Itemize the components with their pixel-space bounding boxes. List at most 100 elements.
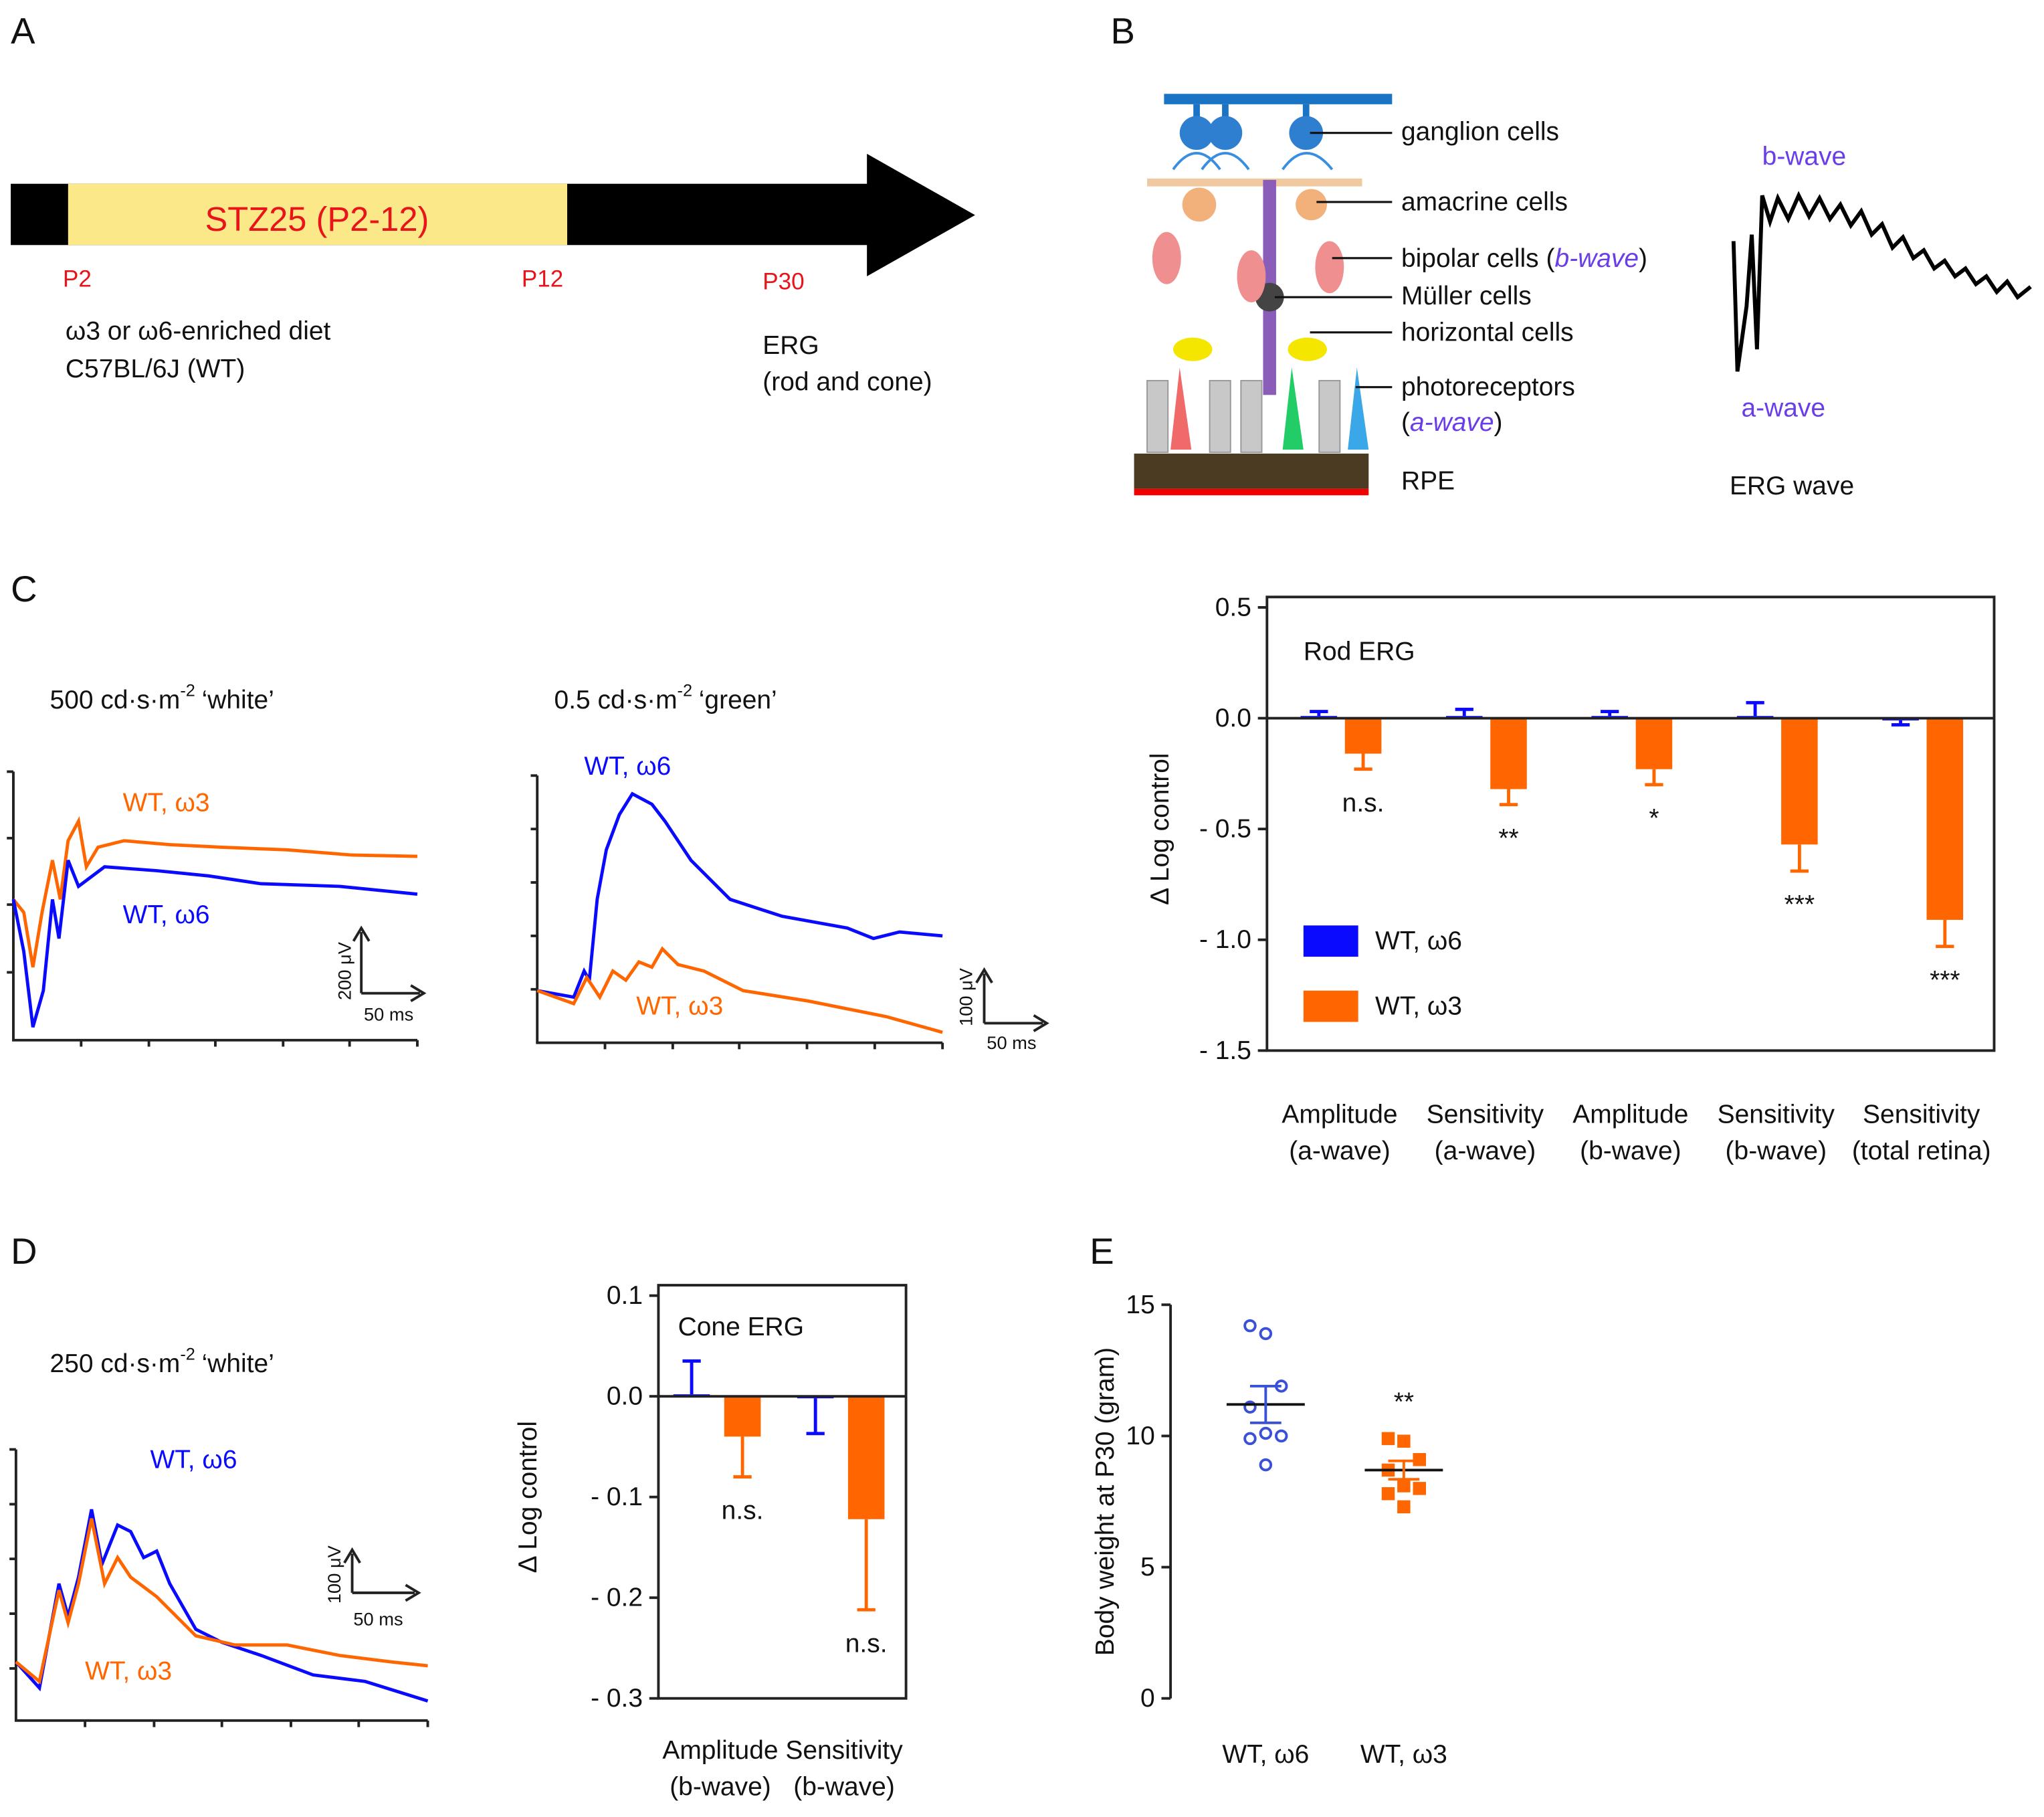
erg-note: (rod and cone) [762,367,932,396]
y-tick-label: - 1.5 [1199,1036,1251,1065]
point [1397,1500,1411,1514]
bar [1926,718,1964,920]
y-tick-label: - 0.1 [591,1483,643,1511]
trace-axes [530,774,944,1050]
cell-label: amacrine cells [1401,187,1568,216]
x-tick-label: Amplitude [1572,1100,1688,1129]
ganglion-cell [1208,116,1243,151]
ganglion-cell [1179,116,1214,151]
y-tick-label: - 0.2 [591,1584,643,1612]
y-tick-label: 0.1 [607,1281,643,1310]
legend-label: WT, ω6 [1375,927,1462,955]
age-marker: P2 [63,266,92,292]
arrow-head [867,153,975,277]
error-bar [1455,707,1473,716]
error-bar [857,1519,876,1612]
bar [1781,718,1818,845]
y-tick-label: 15 [1126,1290,1154,1319]
x-tick-label: (b-wave) [1726,1137,1827,1165]
erg-wave [1731,191,2032,372]
error-bar [1746,700,1764,716]
x-tick-label: Sensitivity [1427,1100,1544,1129]
x-tick-label: Amplitude [662,1736,778,1765]
diet-note: C57BL/6J (WT) [66,355,245,383]
point [1381,1432,1395,1446]
plot-frame [657,1284,908,1700]
point [1243,1432,1257,1446]
trace-axes [9,1448,429,1727]
error-bar [1354,753,1372,771]
error-bar [1645,769,1663,787]
red-cone [1170,367,1192,450]
bar [847,1396,885,1519]
trace-panel: 0.5 cd·s·m-2 ‘green’ WT, ω6 WT, ω3 100 μV… [530,682,1049,1053]
horizontal-cell [1288,337,1327,361]
wave-label: a-wave [1741,393,1825,422]
x-tick-label: Sensitivity [1718,1100,1835,1129]
error-bar [733,1436,752,1479]
bar [1344,718,1382,754]
trace-label: WT, ω6 [150,1446,237,1474]
y-tick-label: - 0.3 [591,1684,643,1713]
point [1274,1429,1288,1443]
y-tick-label: 0.0 [1215,704,1251,733]
cell-label: RPE [1401,466,1455,495]
leader-lines [1274,132,1393,389]
error-bar [1936,919,1954,949]
y-tick-label: - 0.5 [1199,815,1251,844]
dendrite [1172,152,1334,171]
stimulus-label: 500 cd·s·m-2 ‘white’ [50,682,274,714]
y-tick-label: - 1.0 [1199,925,1251,954]
error-bar [682,1359,701,1395]
bipolar-cell [1152,231,1181,284]
panel-letter: C [11,569,37,609]
error-bar [1601,710,1619,716]
x-tick-label: (a-wave) [1435,1137,1536,1165]
x-tick-label: Sensitivity [1863,1100,1980,1129]
y-tick-label: 5 [1140,1553,1155,1582]
y-tick-label: 0.0 [607,1382,643,1411]
cell-label: horizontal cells [1401,318,1574,347]
bipolar-cell [1237,250,1266,303]
treatment-label: STZ25 (P2-12) [205,200,429,238]
axon [1193,104,1310,120]
point [1243,1319,1257,1333]
wave-label: b-wave [1762,142,1847,171]
panel-letter: A [11,11,35,52]
cell-label: bipolar cells (b-wave) [1401,244,1647,272]
plot-frame [1265,595,1996,1052]
significance: ** [1498,824,1518,853]
bruch-line [1134,488,1369,496]
trace-panel: 250 cd·s·m-2 ‘white’ WT, ω6 WT, ω3 100 μV… [9,1345,429,1727]
scale-bar [352,925,427,1003]
trace-label: WT, ω3 [85,1656,172,1685]
scale-label: 50 ms [987,1032,1036,1053]
wave-caption: ERG wave [1730,472,1854,500]
x-tick-label: (b-wave) [1580,1137,1681,1165]
timeline: STZ25 (P2-12) P2 P12 P30 ω3 or ω6-enrich… [11,153,975,396]
cell-label: ganglion cells [1401,117,1559,146]
sem-bar [1388,1459,1420,1481]
error-bar [1499,789,1518,807]
error-bar [1310,710,1328,716]
scale-bar [975,967,1049,1032]
scale-bar [343,1547,421,1602]
trace-w6 [15,1509,429,1703]
blue-cone [1348,367,1369,450]
age-marker: P30 [762,268,804,294]
amacrine-cell [1182,187,1217,222]
y-tick-label: 10 [1126,1422,1154,1450]
stimulus-label: 250 cd·s·m-2 ‘white’ [50,1345,274,1377]
trace-w6 [11,860,418,1028]
error-bar [806,1398,825,1436]
x-tick-label: Amplitude [1282,1100,1397,1129]
treatment-window [68,183,568,246]
point [1397,1479,1411,1493]
x-tick-label: WT, ω6 [1222,1740,1309,1769]
horizontal-cell [1173,337,1213,361]
y-tick-label: 0.5 [1215,593,1251,621]
error-bar [1790,844,1809,873]
point [1259,1327,1273,1341]
x-tick-label: Sensitivity [785,1736,903,1765]
